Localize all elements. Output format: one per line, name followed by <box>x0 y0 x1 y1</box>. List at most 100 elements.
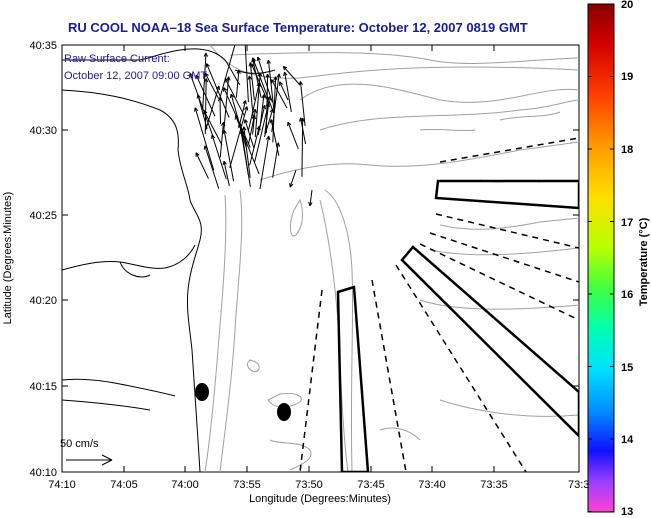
current-vector-head <box>279 81 284 85</box>
current-vector <box>252 109 256 135</box>
current-vector-head <box>277 142 281 147</box>
current-vector-head <box>259 72 263 77</box>
x-tick-label: 74:10 <box>48 479 76 491</box>
current-vector-head <box>261 94 265 99</box>
current-vector-head <box>263 94 266 99</box>
current-vector-head <box>299 117 302 122</box>
current-vector-head <box>228 76 231 81</box>
current-vector-head <box>244 119 248 123</box>
coastline <box>62 48 276 472</box>
current-vector-head <box>211 134 213 140</box>
current-vector-head <box>275 76 278 81</box>
current-vector-head <box>254 108 258 114</box>
current-vector-head <box>194 107 199 112</box>
current-vector-head <box>265 73 269 78</box>
current-vector-head <box>194 107 196 112</box>
current-vector-head <box>268 102 270 107</box>
current-vector-head <box>189 72 194 77</box>
current-vector-head <box>229 94 232 99</box>
current-vector-head <box>300 81 303 86</box>
current-vector-head <box>256 125 260 130</box>
current-vector-head <box>282 66 285 71</box>
current-vector-head <box>222 160 225 166</box>
current-vector <box>195 152 209 179</box>
colorbar-tick-marks <box>588 3 614 512</box>
current-vector-head <box>197 94 201 98</box>
current-vector-head <box>252 108 256 113</box>
current-vector <box>247 82 260 131</box>
x-tick-marks <box>61 45 580 472</box>
current-vector-head <box>223 129 227 134</box>
colorbar-tick-label: 20 <box>621 0 633 11</box>
current-vector <box>287 121 299 150</box>
current-vector <box>263 108 274 138</box>
y-tick-label: 40:15 <box>29 381 57 393</box>
current-vector-head <box>196 94 199 99</box>
buoy-marker <box>195 383 209 401</box>
current-vector <box>289 169 297 188</box>
colorbar-tick-label: 16 <box>621 289 633 301</box>
annotation-line-1: Raw Surface Current: <box>64 53 170 65</box>
current-vector-head <box>195 74 200 79</box>
x-tick-label: 73:50 <box>295 479 323 491</box>
current-vector <box>284 71 292 113</box>
current-vector <box>271 79 288 109</box>
current-vector <box>279 81 289 101</box>
current-vector-head <box>309 202 313 207</box>
x-axis-label: Longitude (Degrees:Minutes) <box>249 493 391 505</box>
current-vector <box>248 75 254 119</box>
transect-lines <box>299 137 579 472</box>
current-vector <box>257 105 266 136</box>
current-vector-head <box>205 52 208 57</box>
current-vector <box>204 145 220 189</box>
x-tick-label: 73:3 <box>568 479 589 491</box>
y-axis-label: Latitude (Degrees:Minutes) <box>2 192 14 325</box>
current-vector-head <box>219 97 223 102</box>
current-vector-head <box>243 119 246 124</box>
current-vector-head <box>204 72 209 76</box>
current-vector <box>254 102 270 162</box>
current-vector-head <box>248 62 251 67</box>
current-vector <box>271 73 280 133</box>
colorbar-tick-label: 18 <box>621 144 633 156</box>
current-vector <box>299 81 306 126</box>
current-vector <box>249 126 260 166</box>
current-vector-head <box>203 110 208 114</box>
current-vector-head <box>206 63 210 67</box>
current-vector <box>189 73 214 138</box>
current-vector <box>218 45 236 100</box>
current-vector <box>223 161 230 186</box>
buoy-marker <box>277 403 291 421</box>
current-vector <box>244 119 255 149</box>
x-tick-label: 73:35 <box>480 479 508 491</box>
scale-arrow <box>66 454 113 466</box>
current-vector-head <box>224 77 229 82</box>
current-vector-head <box>235 35 238 38</box>
current-vector <box>223 76 230 133</box>
colorbar-tick-label: 15 <box>621 362 633 374</box>
current-vector-head <box>223 160 227 165</box>
current-vector-head <box>252 57 256 61</box>
colorbar-tick-label: 19 <box>621 71 633 83</box>
current-vector-head <box>222 130 225 135</box>
current-vector-head <box>283 71 286 76</box>
current-vector-head <box>272 109 274 114</box>
current-vector-head <box>278 73 281 78</box>
current-vector-head <box>267 59 271 64</box>
current-vector-head <box>276 73 280 78</box>
plot-area <box>61 44 580 473</box>
current-vector-head <box>211 134 216 139</box>
current-vector-head <box>223 87 228 91</box>
current-vector-head <box>256 82 260 87</box>
current-vector-head <box>267 73 270 78</box>
current-vector <box>282 66 301 86</box>
current-vector-head <box>243 106 248 110</box>
current-vector-head <box>302 117 305 122</box>
current-vector-head <box>230 93 235 98</box>
scale-label: 50 cm/s <box>60 438 99 450</box>
current-vector <box>197 94 208 129</box>
y-tick-marks <box>62 44 579 473</box>
figure-title: RU COOL NOAA–18 Sea Surface Temperature:… <box>68 20 528 35</box>
colorbar-tick-label: 17 <box>621 217 633 229</box>
